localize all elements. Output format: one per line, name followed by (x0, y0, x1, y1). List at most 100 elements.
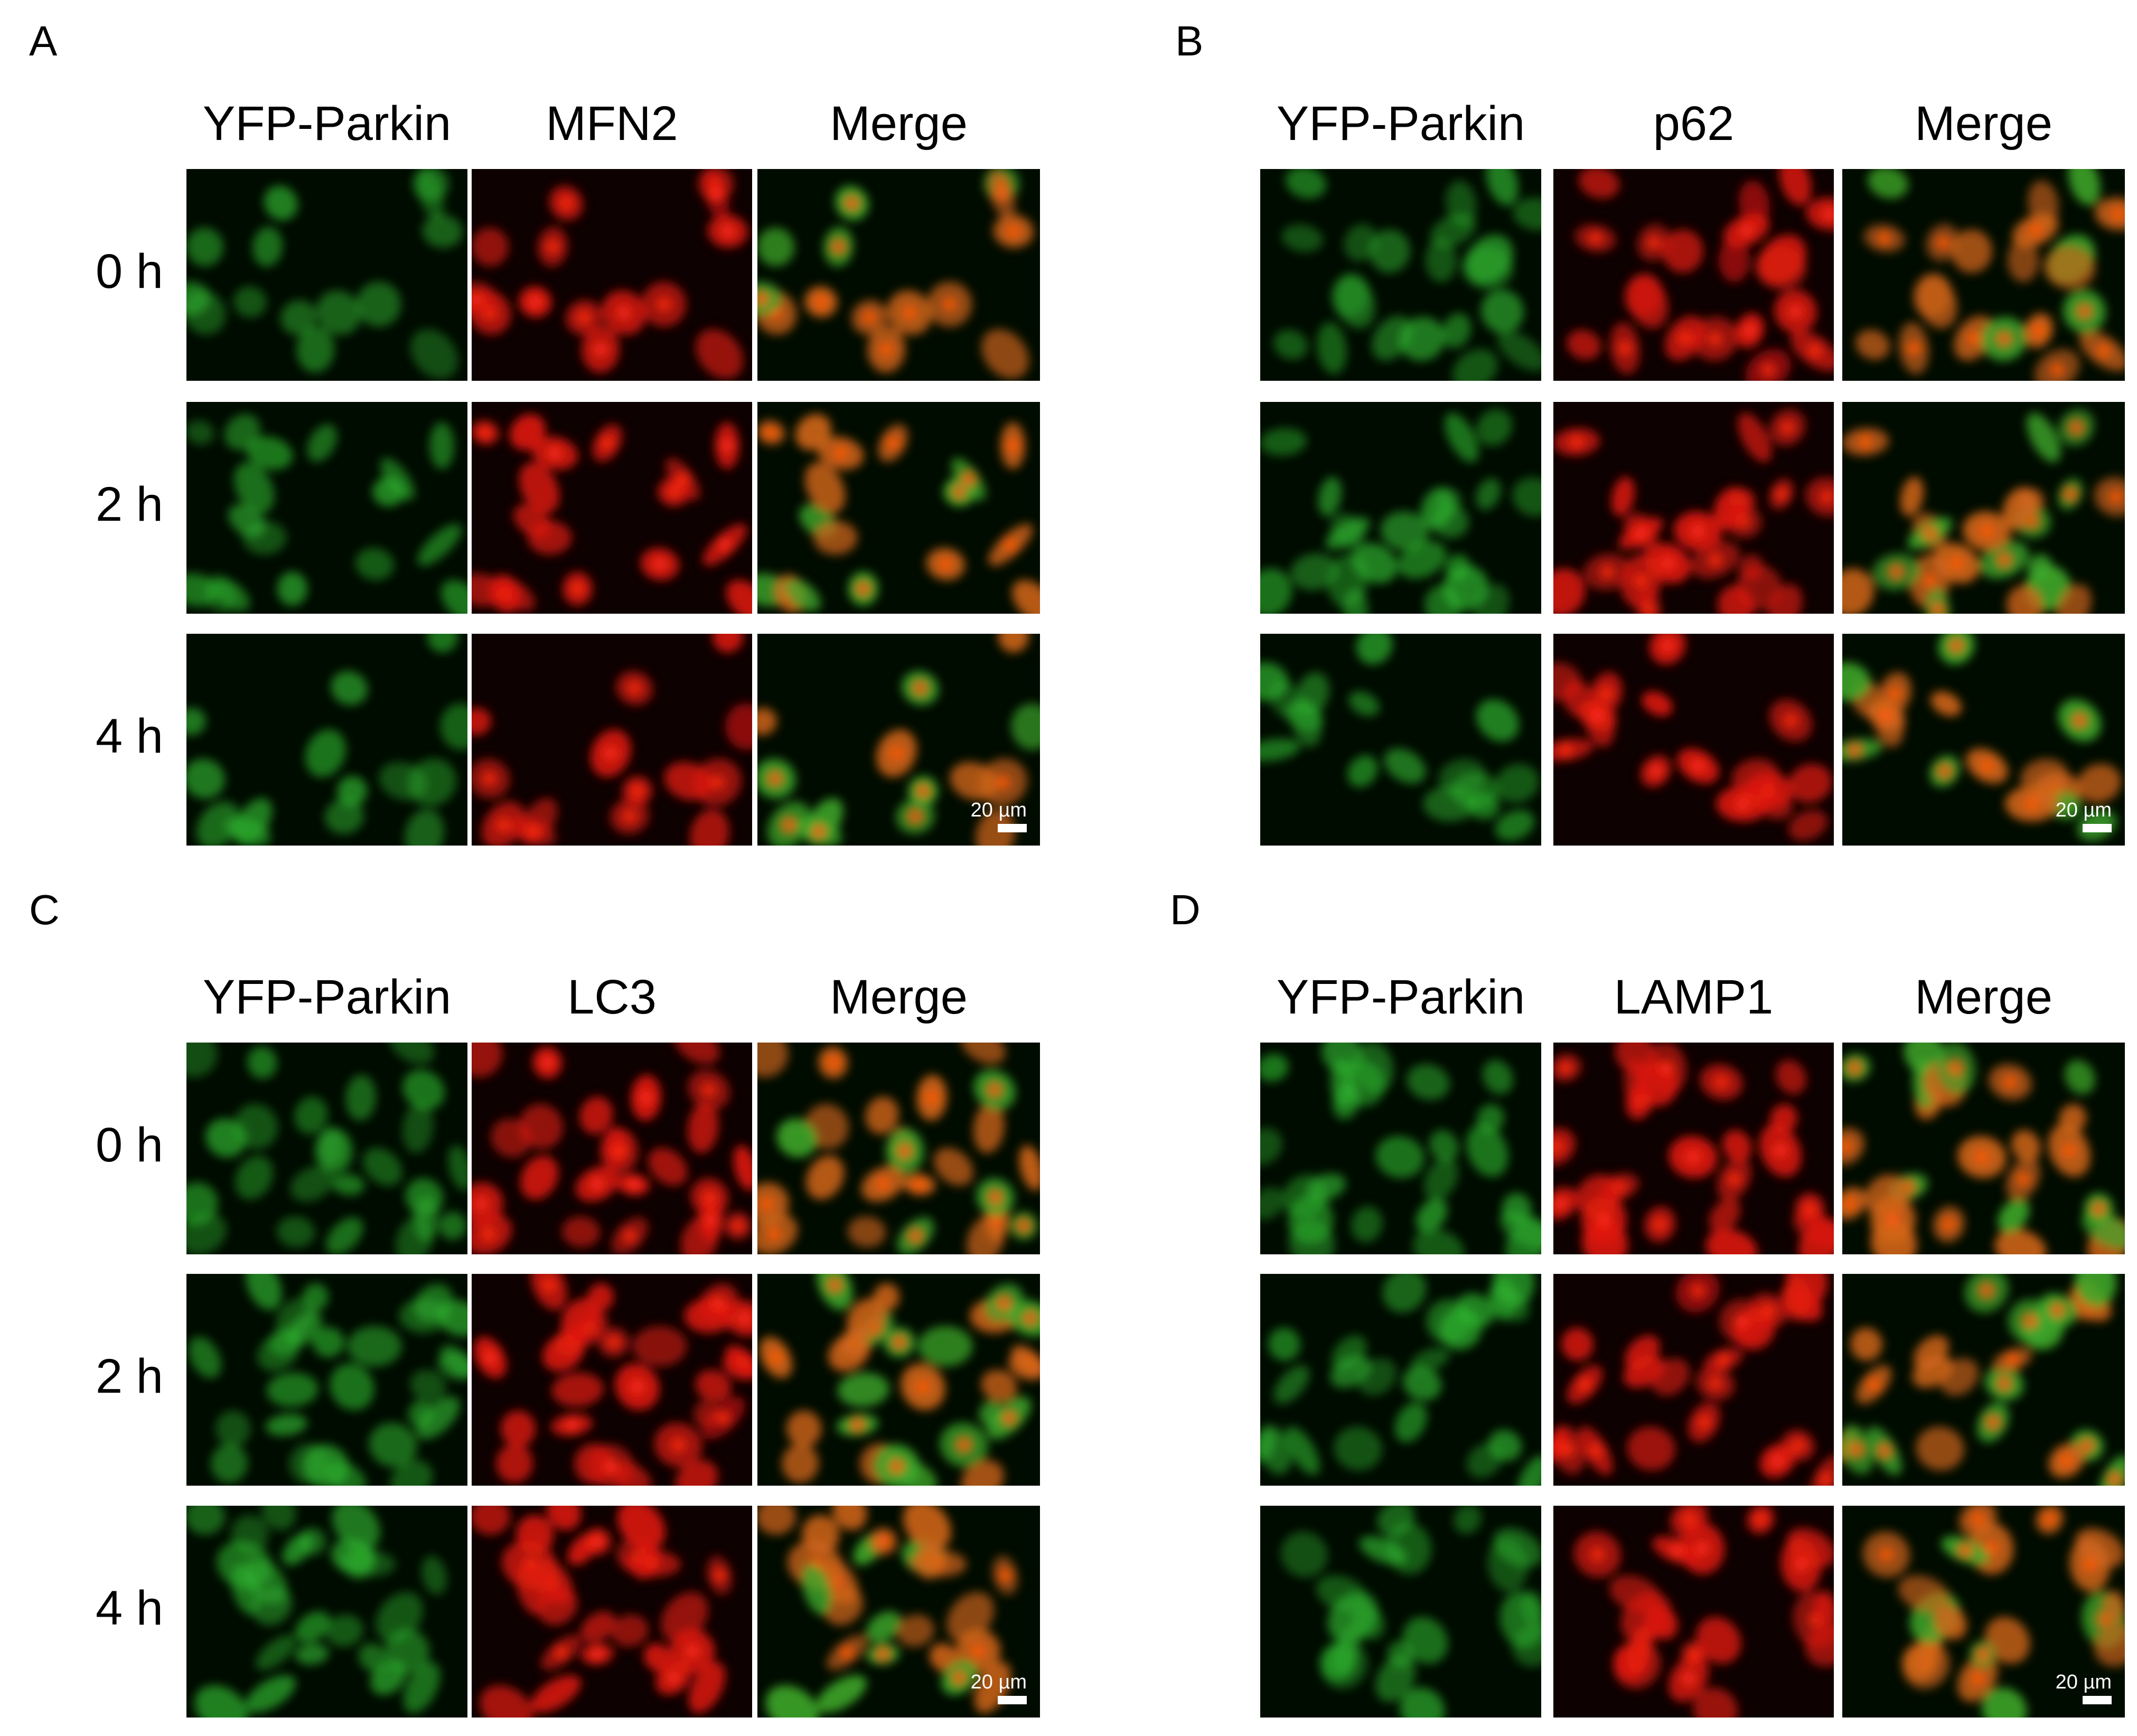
cell-punctum (889, 746, 904, 761)
cell (316, 290, 361, 335)
cell (422, 214, 463, 248)
cell-punctum (528, 294, 543, 309)
cell (1399, 316, 1445, 361)
cell (1452, 349, 1498, 381)
cell (235, 1156, 274, 1200)
cell (1316, 1575, 1368, 1612)
cell (2075, 1274, 2117, 1307)
cell-punctum (657, 297, 672, 312)
cell-punctum (482, 1350, 498, 1365)
cell (847, 1298, 886, 1340)
cell-punctum (1669, 1543, 1684, 1558)
micrograph (1553, 1043, 1834, 1254)
cell (1398, 541, 1447, 579)
cell (866, 1611, 902, 1643)
cell-punctum (720, 223, 735, 239)
cell (1930, 691, 1962, 716)
cell (332, 1506, 380, 1551)
cell-punctum (1783, 713, 1798, 728)
cell (1410, 1347, 1450, 1373)
cell (765, 1685, 819, 1718)
cell (561, 1298, 601, 1340)
micrograph (1553, 1506, 1834, 1718)
cell (1369, 229, 1410, 273)
cell-punctum (2016, 1171, 2031, 1187)
cell (1475, 584, 1510, 614)
cell-punctum (1941, 1217, 1956, 1232)
cell-punctum (1866, 1377, 1881, 1392)
cell-punctum (730, 1218, 746, 1233)
cell (276, 1216, 315, 1247)
cell (530, 1675, 581, 1713)
cell-punctum (2049, 362, 2065, 378)
cell-punctum (589, 1646, 605, 1662)
cell (186, 708, 206, 736)
cell (1260, 1054, 1289, 1082)
cell (918, 1326, 973, 1367)
cell-punctum (2023, 1313, 2038, 1329)
cell (509, 414, 546, 451)
cell (1480, 289, 1524, 333)
micrograph (472, 169, 752, 381)
cell-punctum (856, 581, 871, 596)
cell (196, 801, 240, 846)
cell (427, 634, 458, 653)
cell-punctum (2069, 420, 2084, 435)
micrograph (757, 402, 1040, 614)
cell (823, 1587, 864, 1626)
cell (979, 1400, 1004, 1428)
cell-punctum (1807, 343, 1823, 359)
cell-punctum (1949, 556, 1964, 571)
cell-punctum (472, 291, 483, 306)
cell (298, 1527, 326, 1555)
cell-punctum (957, 1437, 972, 1452)
cell (2102, 1590, 2125, 1624)
cell-punctum (1681, 1511, 1697, 1526)
cell (379, 762, 428, 801)
cell-punctum (1588, 1443, 1604, 1458)
cell-punctum (1708, 552, 1723, 568)
cell (1260, 1187, 1285, 1220)
cell-punctum (1858, 434, 1873, 449)
cell-punctum (1569, 434, 1584, 449)
cell-punctum (1742, 323, 1757, 338)
cell (2077, 764, 2121, 803)
scale-bar-label: 20 µm (2056, 1671, 2112, 1693)
cell (664, 762, 713, 801)
micrograph (472, 1043, 752, 1254)
cell-punctum (1877, 231, 1892, 246)
cell (280, 300, 317, 335)
cell-punctum (1735, 796, 1750, 812)
cell (643, 1643, 672, 1672)
cell (1011, 580, 1040, 614)
cell-punctum (1847, 1060, 1862, 1075)
cell (816, 1675, 867, 1713)
cell-punctum (639, 1090, 654, 1105)
row-label: 0 h (96, 245, 163, 298)
cell (295, 1611, 331, 1643)
cell (1902, 1643, 1939, 1681)
cell-punctum (1558, 743, 1573, 758)
cell-punctum (938, 556, 953, 571)
cell (1662, 229, 1703, 273)
cell (960, 1043, 1006, 1064)
cell (802, 1563, 832, 1615)
cell (252, 227, 283, 267)
cell-punctum (2072, 713, 2087, 728)
cell (186, 1506, 226, 1535)
cell (438, 1212, 467, 1240)
micrograph (186, 1506, 467, 1718)
cell (1019, 1145, 1040, 1191)
cell-punctum (1685, 1149, 1701, 1165)
cell-punctum (915, 1379, 931, 1394)
cell-punctum (627, 680, 642, 696)
cell (648, 1148, 688, 1186)
cell (1467, 791, 1500, 820)
cell (1627, 1427, 1675, 1471)
cell (410, 1369, 446, 1402)
cell (1611, 476, 1635, 517)
column-header: YFP-Parkin (1277, 97, 1525, 151)
cell-punctum (994, 187, 1009, 202)
micrograph (1260, 1506, 1541, 1718)
